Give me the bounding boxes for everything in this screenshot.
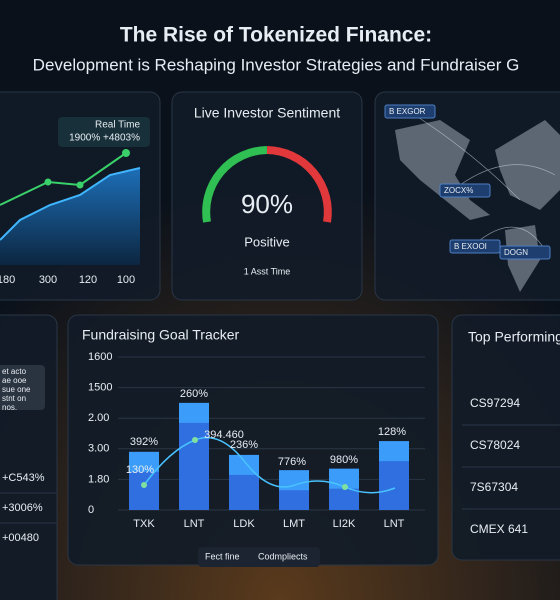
panel-title: Top Performing — [468, 329, 560, 345]
annotation: 130% — [126, 464, 154, 476]
line — [0, 152, 127, 206]
y-tick-label: 3.00 — [88, 443, 109, 455]
legend-box — [58, 117, 150, 147]
map-tag — [499, 245, 551, 260]
y-tick-label: 0 — [88, 504, 94, 516]
annotation: 980% — [330, 454, 358, 466]
x-tick-label: LMT — [283, 518, 305, 530]
side-value: +3006% — [2, 502, 43, 514]
side-value: +00480 — [2, 532, 39, 544]
gauge-value: 90% — [241, 189, 293, 219]
panel-title: Fundraising Goal Tracker — [82, 327, 240, 343]
gauge — [266, 146, 332, 223]
y-tick-label: 1600 — [88, 351, 112, 363]
legend-value: 1900% +4803% — [69, 133, 140, 144]
note-line: stnt on — [2, 394, 26, 403]
note-line: ae ooe — [2, 376, 27, 385]
line — [0, 167, 141, 241]
row: CS97294 — [470, 396, 520, 410]
legend-entry: Codmpliects — [258, 551, 308, 561]
note-box — [0, 365, 45, 410]
subtitle: Development is Reshaping Investor Strate… — [33, 55, 520, 74]
x-label: 100 — [117, 274, 135, 286]
trend-point — [141, 482, 147, 488]
row: 7S67304 — [470, 480, 518, 494]
trend-point — [192, 437, 198, 443]
area — [0, 168, 140, 265]
gauge-footer: 1 Asst Time — [244, 266, 291, 276]
legend-box — [198, 547, 320, 567]
gauge-label: Positive — [244, 234, 290, 249]
x-label: 300 — [39, 274, 57, 286]
title: The Rise of Tokenized Finance: — [120, 24, 432, 47]
legend: Real Time — [95, 120, 140, 131]
points — [44, 149, 130, 189]
panel-title: Live Investor Sentiment — [194, 105, 340, 121]
annotation: 394.460 — [204, 429, 244, 441]
bar-highlight — [179, 402, 209, 423]
map-label: DOGN — [504, 248, 528, 257]
x-tick-label: LI2K — [333, 518, 356, 530]
x-tick-label: TXK — [133, 518, 155, 530]
note-line: nos. — [2, 403, 17, 412]
x-label: 120 — [79, 274, 97, 286]
row: CMEX 641 — [470, 522, 528, 536]
x-label: 180 — [0, 274, 15, 286]
routes — [409, 111, 556, 251]
x-labels: 180 300 120 100 — [0, 274, 135, 286]
map-labels: B EXGOR ZOCX% B EXOOI DOGN — [384, 104, 551, 260]
map-label: B EXGOR — [389, 107, 426, 116]
note-line: sue one — [2, 385, 31, 394]
map-tag — [384, 104, 436, 119]
map-tag — [439, 183, 491, 198]
trend-point — [342, 484, 348, 490]
bar-highlight — [129, 451, 159, 472]
map-label: B EXOOI — [454, 242, 487, 251]
row: CS78024 — [470, 438, 520, 452]
y-tick-label: 1500 — [88, 382, 112, 394]
annotation: 260% — [180, 388, 208, 400]
y-tick-label: 1.80 — [88, 473, 109, 485]
x-tick-label: LDK — [233, 518, 255, 530]
bar-highlight — [379, 441, 409, 462]
top-list: CS97294 CS78024 7S67304 CMEX 641 — [462, 396, 560, 536]
legend-entry: Fect fine — [205, 551, 240, 561]
annotation: 776% — [278, 456, 306, 468]
annotation: 392% — [130, 436, 158, 448]
bar-chart: 0 1.80 3.00 2.00 1500 1600 TXK LNT LDK LMT LI2K LNT… — [88, 351, 425, 530]
x-tick-label: LNT — [384, 518, 405, 530]
x-tick-label: LNT — [184, 518, 205, 530]
map-label: ZOCX% — [444, 186, 473, 195]
bar-highlight — [279, 470, 309, 491]
gauge — [202, 146, 268, 223]
annotation: 236% — [230, 439, 258, 451]
y-tick-label: 2.00 — [88, 412, 109, 424]
note-line: et acto — [2, 367, 27, 376]
annotation: 128% — [378, 426, 406, 438]
side-value: +C543% — [2, 472, 45, 484]
trend — [143, 436, 396, 494]
